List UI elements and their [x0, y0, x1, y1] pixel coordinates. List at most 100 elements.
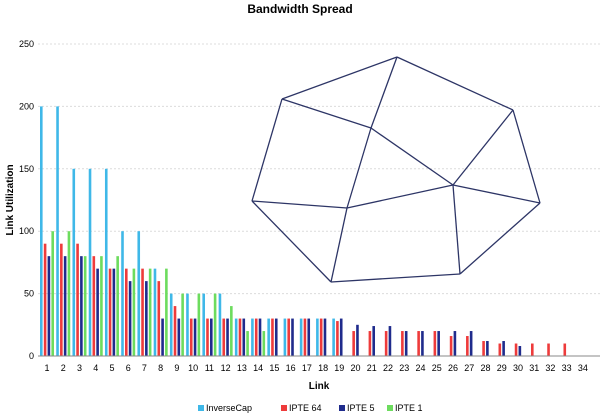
- bar-ipte-64: [368, 331, 372, 356]
- bar-ipte-64: [141, 268, 144, 356]
- legend-label: IPTE 64: [289, 403, 322, 413]
- legend-item: IPTE 1: [387, 403, 423, 413]
- bar-ipte-5: [421, 331, 424, 356]
- x-tick-label: 31: [529, 363, 539, 373]
- legend-item: IPTE 64: [281, 403, 322, 413]
- bar-inversecap: [283, 318, 287, 356]
- bar-ipte-5: [63, 256, 67, 356]
- network-edge: [396, 56, 514, 111]
- bar-ipte-5: [437, 331, 440, 356]
- network-edge: [281, 56, 398, 100]
- bar-ipte-64: [206, 318, 209, 356]
- bar-ipte-64: [125, 268, 128, 356]
- x-tick-label: 30: [513, 363, 523, 373]
- bar-ipte-64: [547, 343, 550, 356]
- bar-ipte-64: [514, 343, 518, 356]
- bar-ipte-5: [469, 331, 473, 356]
- legend-label: IPTE 5: [347, 403, 375, 413]
- bar-inversecap: [153, 268, 157, 356]
- network-edge: [452, 109, 514, 186]
- bar-ipte-64: [449, 336, 453, 356]
- bar-ipte-64: [319, 318, 323, 356]
- bar-ipte-5: [307, 318, 311, 356]
- bar-ipte-1: [230, 306, 233, 356]
- network-edge: [370, 56, 398, 129]
- bar-inversecap: [104, 168, 108, 356]
- bar-ipte-64: [417, 331, 420, 356]
- bar-ipte-5: [226, 318, 229, 356]
- bar-inversecap: [316, 318, 319, 356]
- x-tick-label: 34: [578, 363, 588, 373]
- bar-ipte-5: [128, 281, 132, 356]
- bar-inversecap: [121, 231, 124, 356]
- bar-ipte-5: [145, 281, 148, 356]
- bar-inversecap: [56, 106, 59, 357]
- x-tick-label: 14: [253, 363, 263, 373]
- x-tick-label: 26: [448, 363, 458, 373]
- bar-ipte-5: [177, 318, 181, 356]
- y-tick-label: 50: [24, 289, 34, 299]
- bar-ipte-64: [271, 318, 274, 356]
- network-edge: [459, 202, 541, 275]
- bar-ipte-5: [518, 346, 522, 356]
- bar-ipte-5: [112, 268, 116, 356]
- x-tick-label: 15: [269, 363, 279, 373]
- legend-label: InverseCap: [206, 403, 252, 413]
- network-edge: [512, 109, 541, 204]
- bar-ipte-1: [181, 293, 184, 356]
- bar-ipte-5: [291, 318, 294, 356]
- bar-ipte-5: [258, 318, 262, 356]
- bar-ipte-64: [254, 318, 258, 356]
- x-tick-label: 9: [174, 363, 179, 373]
- bar-ipte-5: [486, 341, 489, 356]
- chart-title: Bandwidth Spread: [247, 2, 352, 16]
- x-tick-label: 13: [237, 363, 247, 373]
- bar-ipte-1: [262, 331, 266, 356]
- bar-ipte-64: [43, 243, 47, 356]
- x-tick-label: 28: [480, 363, 490, 373]
- bar-inversecap: [88, 168, 92, 356]
- bar-ipte-64: [173, 306, 177, 356]
- x-tick-label: 32: [545, 363, 555, 373]
- x-tick-label: 33: [562, 363, 572, 373]
- y-tick-label: 0: [29, 351, 34, 361]
- legend: InverseCap IPTE 64 IPTE 5 IPTE 1: [198, 403, 423, 413]
- bar-ipte-64: [336, 321, 339, 356]
- bar-ipte-5: [356, 324, 359, 356]
- network-edge: [251, 98, 283, 202]
- bar-ipte-64: [401, 331, 404, 356]
- bar-ipte-64: [352, 331, 355, 356]
- network-edge: [251, 200, 348, 209]
- y-tick-label: 150: [19, 164, 34, 174]
- bar-inversecap: [267, 318, 270, 356]
- bar-ipte-5: [388, 326, 392, 356]
- bar-ipte-64: [482, 341, 485, 356]
- bar-ipte-5: [193, 318, 197, 356]
- bar-ipte-5: [502, 341, 505, 356]
- y-tick-label: 100: [19, 226, 34, 236]
- bar-inversecap: [40, 106, 43, 357]
- bar-ipte-64: [189, 318, 193, 356]
- network-edge: [330, 207, 348, 283]
- x-tick-label: 18: [318, 363, 328, 373]
- bar-ipte-5: [210, 318, 213, 356]
- x-tick-label: 3: [77, 363, 82, 373]
- x-tick-label: 11: [205, 363, 214, 373]
- bar-ipte-64: [384, 331, 388, 356]
- bar-ipte-64: [222, 318, 226, 356]
- legend-swatch: [387, 405, 393, 411]
- bar-ipte-1: [246, 331, 249, 356]
- x-tick-label: 19: [334, 363, 344, 373]
- bar-inversecap: [72, 168, 76, 356]
- bar-inversecap: [202, 293, 205, 356]
- x-tick-label: 24: [416, 363, 426, 373]
- bar-ipte-64: [498, 343, 502, 356]
- bar-inversecap: [332, 318, 335, 356]
- network-graph-overlay: [251, 56, 541, 283]
- x-tick-label: 1: [44, 363, 49, 373]
- bar-ipte-1: [100, 256, 103, 356]
- bar-ipte-64: [531, 343, 534, 356]
- x-tick-label: 16: [286, 363, 296, 373]
- legend-swatch: [198, 405, 204, 411]
